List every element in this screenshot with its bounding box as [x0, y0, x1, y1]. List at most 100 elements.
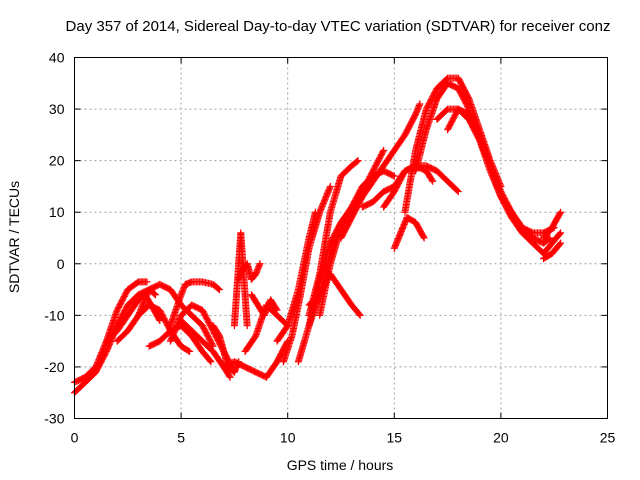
data-point	[255, 261, 263, 269]
data-point	[354, 157, 362, 165]
y-tick-label: -20	[44, 359, 64, 375]
data-point	[180, 285, 188, 293]
data-point	[379, 148, 387, 156]
series-arc-23	[337, 100, 424, 242]
series-arc-27	[401, 74, 505, 216]
data-point	[179, 286, 187, 294]
data-point	[415, 101, 423, 109]
data-point	[232, 365, 240, 373]
data-point	[184, 347, 192, 355]
data-point	[556, 230, 564, 238]
data-point	[419, 233, 427, 241]
series-arc-32	[540, 229, 565, 257]
x-tick-label: 0	[71, 430, 79, 446]
y-tick-label: 0	[57, 256, 65, 272]
data-point	[156, 317, 164, 325]
data-point	[254, 264, 262, 272]
data-point	[556, 240, 564, 248]
data-point	[215, 286, 223, 294]
series-arc-9	[177, 317, 234, 381]
series-arc-7	[166, 278, 223, 330]
data-point	[428, 176, 436, 184]
x-tick-label: 5	[177, 430, 185, 446]
data-point	[256, 260, 264, 268]
plot-data	[71, 74, 565, 397]
data-point	[557, 229, 565, 237]
plot-frame	[74, 57, 608, 419]
data-point	[235, 274, 243, 282]
data-point	[546, 234, 554, 242]
series-arc-12	[235, 260, 264, 283]
x-tick-label: 25	[600, 430, 616, 446]
data-point	[143, 278, 151, 286]
data-point	[206, 357, 214, 365]
data-point	[231, 367, 239, 375]
data-point	[429, 177, 437, 185]
y-tick-label: 20	[49, 153, 65, 169]
data-point	[453, 187, 461, 195]
y-tick-label: -30	[44, 411, 64, 427]
data-point	[225, 372, 233, 380]
data-point	[178, 288, 186, 296]
x-tick-label: 10	[280, 430, 296, 446]
data-point	[252, 269, 260, 277]
data-point	[243, 322, 251, 330]
data-point	[178, 289, 186, 297]
series-arc-22	[305, 270, 364, 319]
data-point	[326, 182, 334, 190]
series-arc-17	[279, 182, 334, 366]
y-tick-label: 40	[49, 50, 65, 66]
x-tick-label: 15	[387, 430, 403, 446]
data-point	[230, 368, 238, 376]
data-point	[155, 315, 163, 323]
data-point	[237, 269, 245, 277]
data-point	[238, 268, 246, 276]
y-axis-label: SDTVAR / TECUs	[6, 181, 22, 293]
data-point	[420, 234, 428, 242]
data-point	[557, 239, 565, 247]
x-tick-label: 20	[493, 430, 509, 446]
data-point	[556, 210, 564, 218]
data-point	[380, 146, 388, 154]
data-point	[390, 172, 398, 180]
data-point	[177, 291, 185, 299]
data-point	[252, 270, 260, 278]
data-point	[253, 267, 261, 275]
tick-labels: 0 5 10 15 20 25 -30 -20 -10 0 10 20 30 40	[44, 50, 615, 446]
chart-title: Day 357 of 2014, Sidereal Day-to-day VTE…	[66, 18, 611, 35]
y-tick-label: 30	[49, 101, 65, 117]
data-point	[353, 158, 361, 166]
data-point	[414, 104, 422, 112]
data-point	[152, 291, 160, 299]
data-point	[236, 271, 244, 279]
data-point	[545, 235, 553, 243]
data-point	[254, 266, 262, 274]
data-point	[412, 109, 420, 117]
series-arc-1	[71, 278, 151, 386]
series-arc-31	[540, 208, 565, 242]
y-tick-label: 10	[49, 204, 65, 220]
gridlines	[74, 57, 608, 419]
data-point	[214, 285, 222, 293]
x-axis-label: GPS time / hours	[287, 457, 394, 473]
series-arc-5	[134, 280, 217, 350]
series-arc-2	[71, 286, 160, 397]
data-point	[389, 171, 397, 179]
series-arc-13	[220, 337, 292, 381]
data-point	[273, 306, 281, 314]
series-arc-30	[444, 105, 548, 257]
data-point	[415, 103, 423, 111]
data-point	[454, 188, 462, 196]
y-tick-label: -10	[44, 307, 64, 323]
data-point	[186, 347, 194, 355]
data-point	[255, 263, 263, 271]
data-point	[226, 373, 234, 381]
series-arc-15	[247, 291, 281, 319]
data-point	[416, 100, 424, 108]
data-point	[412, 110, 420, 118]
series-arc-26	[390, 213, 428, 252]
data-point	[272, 305, 280, 313]
data-point	[413, 107, 421, 115]
data-point	[557, 208, 565, 216]
